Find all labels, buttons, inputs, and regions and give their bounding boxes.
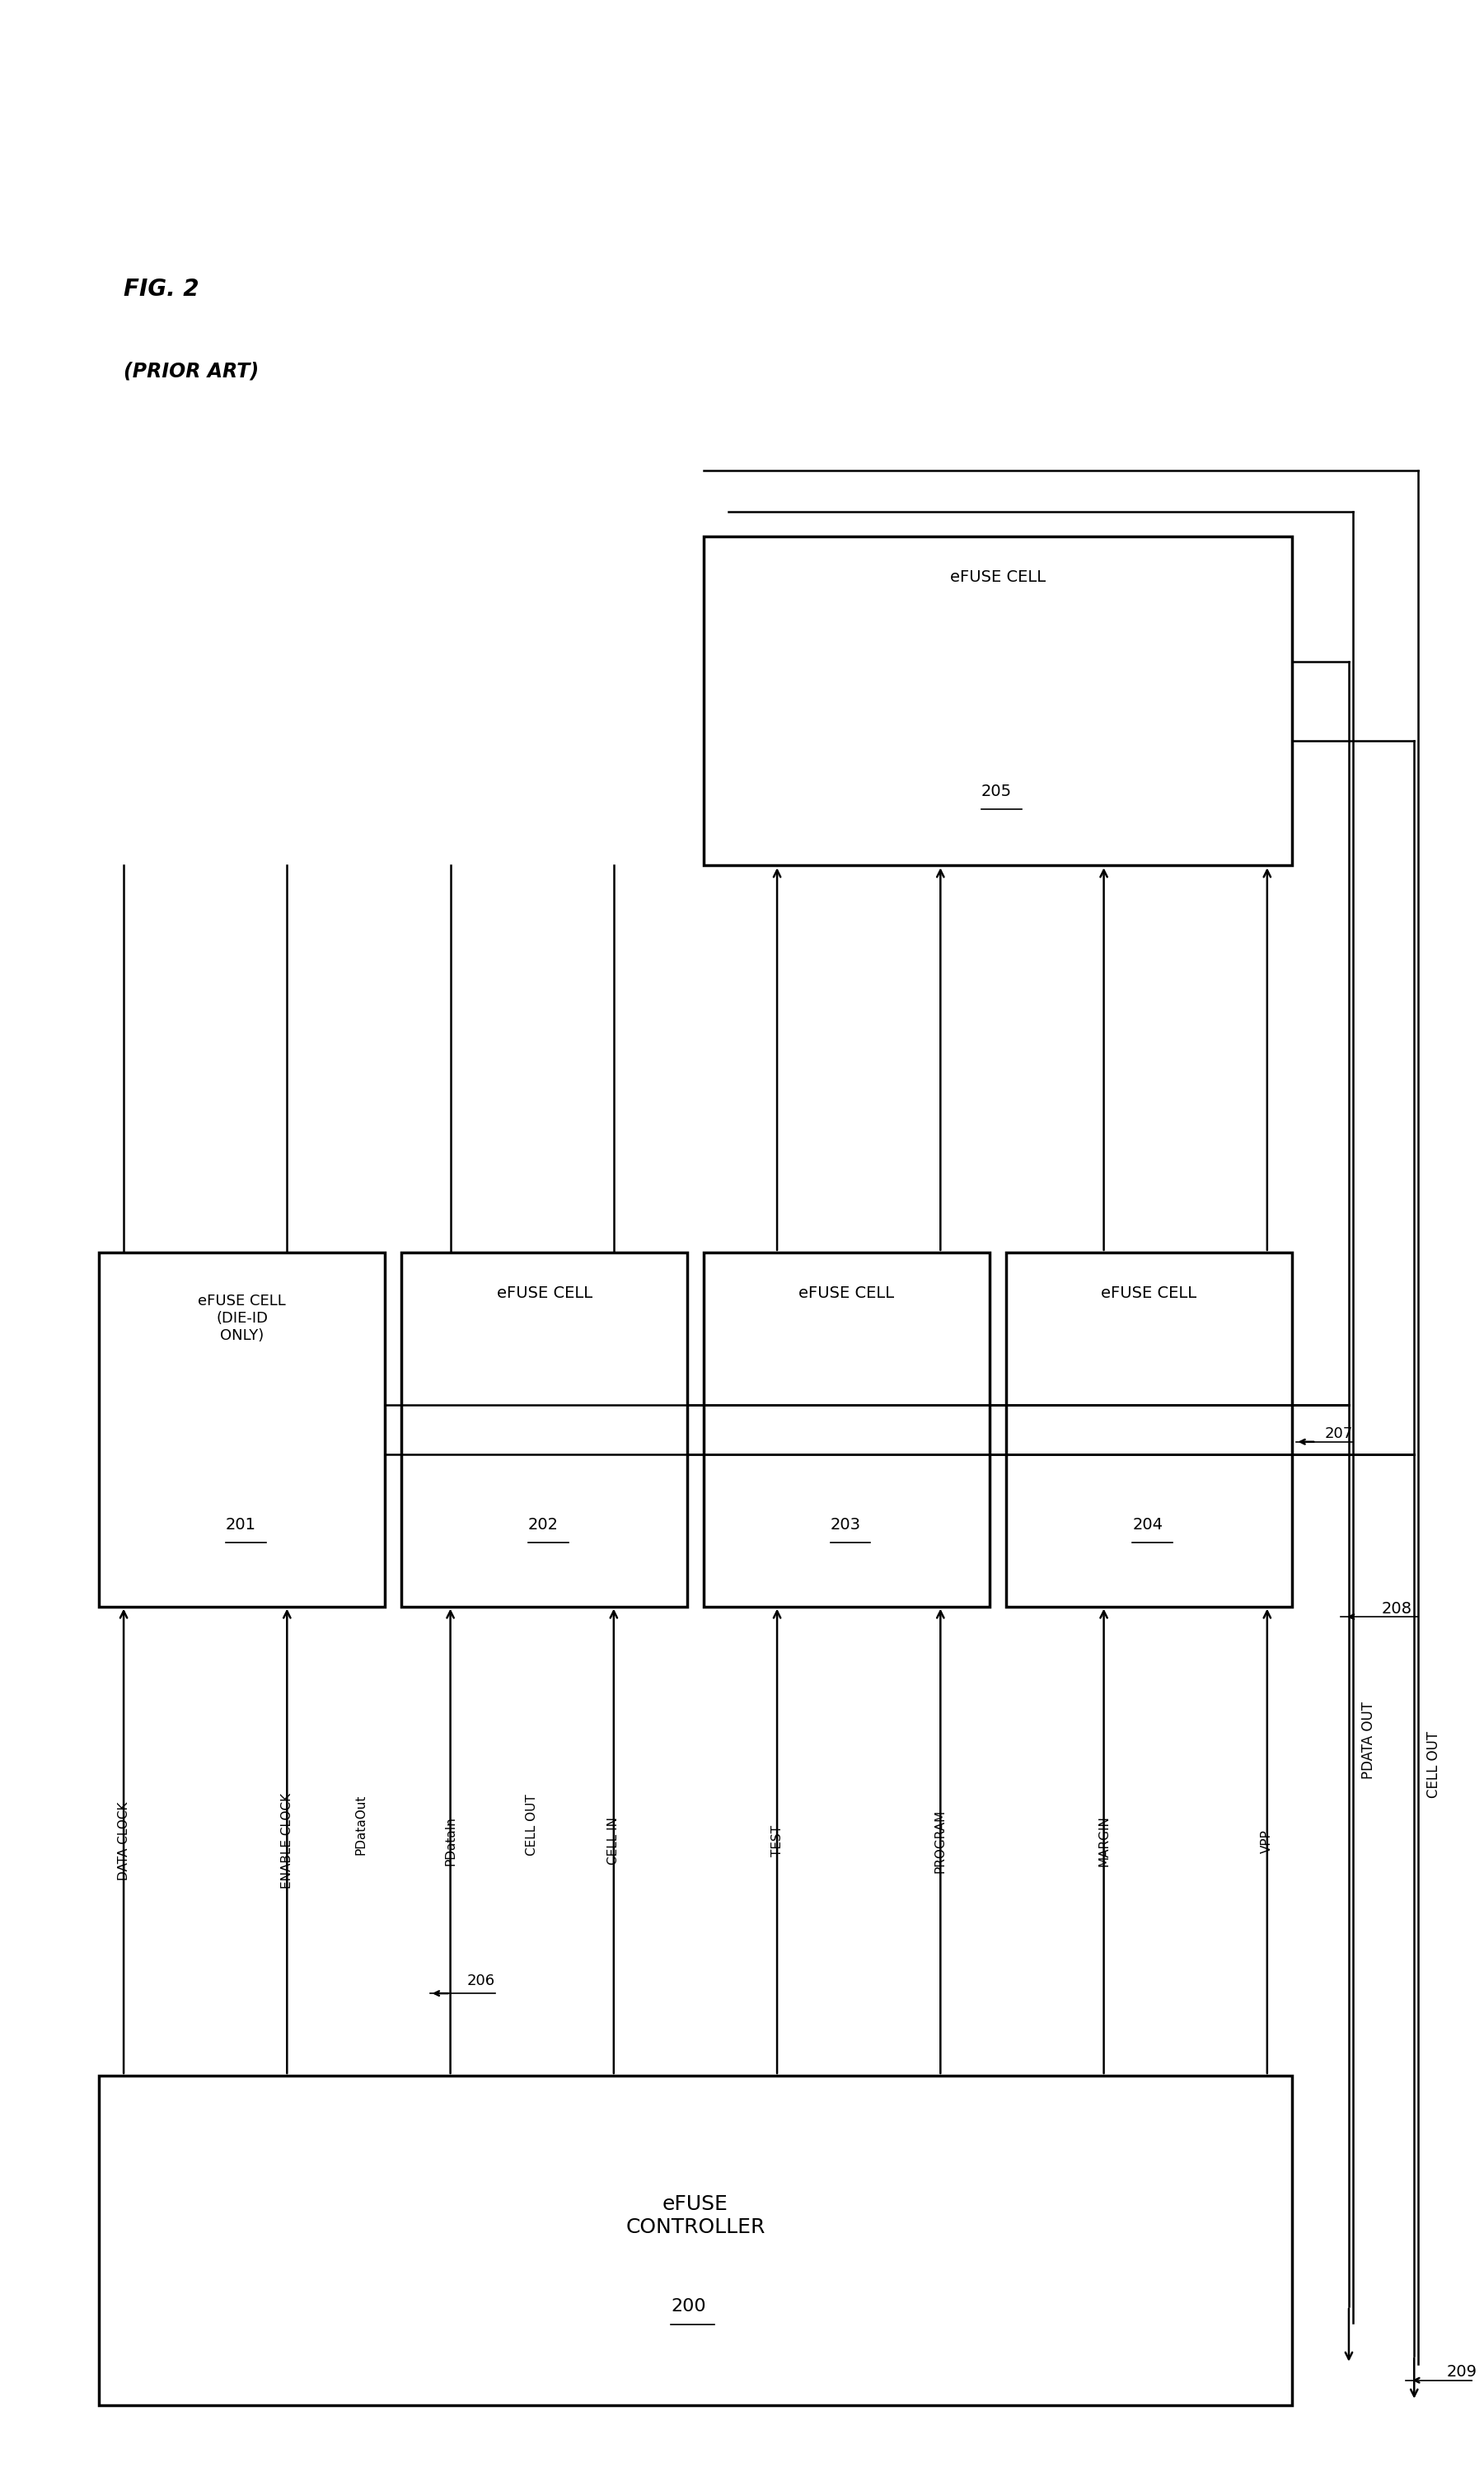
Text: PDATA OUT: PDATA OUT <box>1361 1701 1376 1780</box>
Text: TEST: TEST <box>770 1824 784 1856</box>
Text: DATA CLOCK: DATA CLOCK <box>117 1802 129 1881</box>
Bar <box>401 1253 687 1607</box>
Text: eFUSE CELL: eFUSE CELL <box>798 1285 895 1300</box>
Text: 202: 202 <box>528 1518 558 1533</box>
Text: 208: 208 <box>1382 1602 1411 1617</box>
Text: (PRIOR ART): (PRIOR ART) <box>123 361 258 381</box>
Text: 201: 201 <box>226 1518 257 1533</box>
Text: ENABLE CLOCK: ENABLE CLOCK <box>280 1792 294 1889</box>
Text: eFUSE
CONTROLLER: eFUSE CONTROLLER <box>626 2195 766 2237</box>
Text: PDataIn: PDataIn <box>444 1817 457 1866</box>
Text: VPP: VPP <box>1261 1829 1273 1854</box>
Text: CELL OUT: CELL OUT <box>1426 1730 1441 1797</box>
Bar <box>1006 1253 1291 1607</box>
Bar <box>99 2076 1291 2405</box>
Bar <box>703 1253 990 1607</box>
Text: PROGRAM: PROGRAM <box>935 1810 947 1874</box>
Text: 209: 209 <box>1447 2363 1478 2381</box>
Bar <box>703 536 1291 865</box>
Text: MARGIN: MARGIN <box>1098 1814 1110 1866</box>
Text: CELL IN: CELL IN <box>607 1817 620 1864</box>
Text: eFUSE CELL: eFUSE CELL <box>950 569 1045 586</box>
Text: eFUSE CELL
(DIE-ID
ONLY): eFUSE CELL (DIE-ID ONLY) <box>199 1293 286 1342</box>
Text: PDataOut: PDataOut <box>355 1795 367 1854</box>
Bar <box>99 1253 384 1607</box>
Text: FIG. 2: FIG. 2 <box>123 277 199 302</box>
Text: 203: 203 <box>830 1518 861 1533</box>
Text: 207: 207 <box>1324 1426 1352 1441</box>
Text: eFUSE CELL: eFUSE CELL <box>497 1285 592 1300</box>
Text: 204: 204 <box>1132 1518 1163 1533</box>
Text: CELL OUT: CELL OUT <box>525 1795 539 1856</box>
Text: 200: 200 <box>671 2299 706 2314</box>
Text: 205: 205 <box>981 784 1012 798</box>
Text: eFUSE CELL: eFUSE CELL <box>1101 1285 1196 1300</box>
Text: 206: 206 <box>466 1973 494 1987</box>
